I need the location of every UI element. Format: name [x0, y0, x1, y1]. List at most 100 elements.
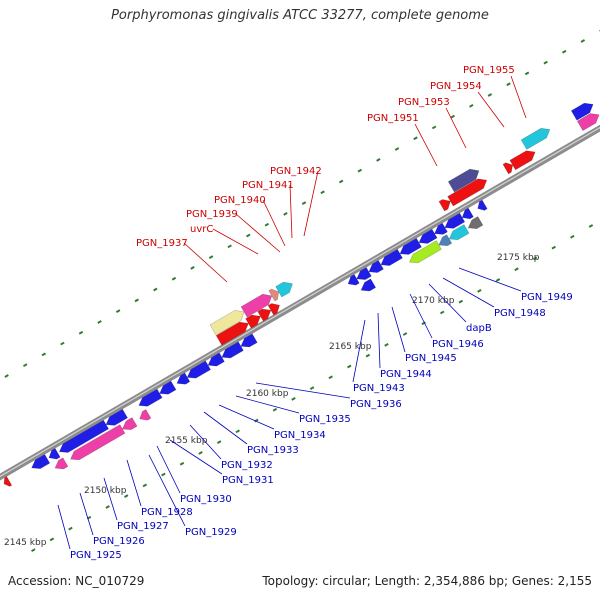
gene-red-small — [438, 199, 451, 212]
forward-outer-tick-mark — [41, 352, 47, 357]
forward-outer-tick-mark — [78, 330, 84, 335]
reverse-label-pgn-1928[interactable]: PGN_1928 — [141, 507, 193, 518]
reverse-outer-tick-mark — [235, 429, 240, 434]
reverse-label-pgn-1948[interactable]: PGN_1948 — [494, 308, 546, 319]
forward-label-pgn-1951[interactable]: PGN_1951 — [367, 113, 419, 124]
forward-outer-tick-mark — [301, 201, 307, 205]
gene-red-small — [267, 303, 280, 316]
reverse-label-pgn-1946[interactable]: PGN_1946 — [432, 339, 484, 350]
gene-pink-edge — [576, 113, 600, 132]
forward-outer-tick-mark — [246, 233, 251, 238]
forward-outer-tick-mark — [134, 298, 139, 303]
forward-outer-tick-mark — [413, 136, 418, 141]
forward-label-pgn-1954[interactable]: PGN_1954 — [430, 81, 482, 92]
scale-label: 2175 kbp — [497, 253, 540, 263]
gene-pgn-1937-khaki — [209, 309, 245, 336]
reverse-label-pgn-1931[interactable]: PGN_1931 — [222, 475, 274, 486]
gene-pgn-1951-red — [447, 178, 488, 207]
forward-outer-tick-mark — [431, 125, 437, 130]
reverse-label-pgn-1943[interactable]: PGN_1943 — [353, 383, 405, 394]
forward-label-pgn-1953[interactable]: PGN_1953 — [398, 97, 450, 108]
reverse-label-pgn-1932-leader — [189, 424, 222, 460]
forward-label-pgn-1940[interactable]: PGN_1940 — [214, 195, 266, 206]
forward-outer-tick-mark — [4, 374, 9, 378]
forward-outer-tick-mark — [580, 39, 586, 43]
scale-label: 2170 kbp — [412, 296, 455, 306]
reverse-outer-tick-mark — [365, 353, 371, 358]
gene-pgn-1929-pink — [139, 409, 152, 421]
gene-red-edge — [3, 476, 13, 487]
scale-label: 2145 kbp — [4, 538, 47, 548]
reverse-label-pgn-1933[interactable]: PGN_1933 — [247, 445, 299, 456]
gene-uvrC-pink — [240, 293, 273, 318]
gene-red-small — [502, 162, 514, 175]
forward-label-pgn-1937-leader — [183, 242, 228, 283]
forward-outer-tick-mark — [338, 179, 344, 184]
reverse-outer-tick-mark — [142, 483, 148, 488]
gene-pgn-1935-blue — [221, 341, 244, 359]
genome-title: Porphyromonas gingivalis ATCC 33277, com… — [111, 8, 489, 23]
forward-outer-tick-mark — [487, 93, 493, 97]
reverse-label-pgn-1934-leader — [218, 404, 275, 430]
forward-label-pgn-1955[interactable]: PGN_1955 — [463, 65, 515, 76]
scale-label: 2165 kbp — [329, 342, 372, 352]
reverse-label-pgn-1949[interactable]: PGN_1949 — [521, 292, 573, 303]
reverse-label-pgn-1926-leader — [79, 492, 94, 536]
reverse-outer-tick-mark — [105, 505, 110, 509]
reverse-label-dapb[interactable]: dapB — [466, 323, 492, 334]
gene-pgn-1946-lime — [409, 240, 442, 264]
forward-label-pgn-1941-leader — [289, 184, 293, 239]
forward-label-pgn-1951-leader — [414, 123, 438, 167]
forward-outer-tick-mark — [264, 222, 270, 227]
reverse-label-pgn-1930-leader — [156, 445, 181, 494]
reverse-label-pgn-1929[interactable]: PGN_1929 — [185, 527, 237, 538]
reverse-outer-tick-mark — [495, 278, 501, 282]
reverse-label-pgn-1949-leader — [458, 267, 522, 292]
gene-pgn-1931-blue — [159, 380, 177, 395]
reverse-outer-tick-mark — [588, 224, 594, 228]
forward-outer-tick-mark — [22, 363, 28, 368]
reverse-label-pgn-1943-leader — [352, 319, 366, 383]
reverse-label-pgn-1935[interactable]: PGN_1935 — [299, 414, 351, 425]
reverse-label-pgn-1931-leader — [169, 439, 223, 475]
reverse-label-pgn-1926[interactable]: PGN_1926 — [93, 536, 145, 547]
gene-blue — [434, 222, 448, 235]
reverse-label-pgn-1925[interactable]: PGN_1925 — [70, 550, 122, 561]
gene-pgn-1927-blue — [105, 408, 128, 426]
reverse-label-pgn-1925-leader — [57, 504, 71, 550]
reverse-outer-tick-mark — [570, 234, 575, 239]
reverse-label-pgn-1948-leader — [442, 277, 495, 308]
reverse-label-pgn-1944[interactable]: PGN_1944 — [380, 369, 432, 380]
reverse-label-pgn-1932[interactable]: PGN_1932 — [221, 460, 273, 471]
forward-label-pgn-1939[interactable]: PGN_1939 — [186, 209, 238, 220]
reverse-outer-tick-mark — [309, 386, 315, 390]
gene-pgn-1945-blue — [380, 248, 403, 266]
forward-label-pgn-1941[interactable]: PGN_1941 — [242, 180, 294, 191]
forward-label-pgn-1937[interactable]: PGN_1937 — [136, 238, 188, 249]
reverse-label-pgn-1930[interactable]: PGN_1930 — [180, 494, 232, 505]
gene-pgn-1930-blue — [138, 388, 163, 407]
gene-pgn-1954-red — [509, 150, 536, 171]
reverse-label-pgn-1934[interactable]: PGN_1934 — [274, 430, 326, 441]
scale-label: 2155 kbp — [165, 436, 208, 446]
gene-pgn-1934-blue — [207, 352, 225, 367]
reverse-outer-tick-mark — [402, 332, 408, 336]
genome-backbone-highlight — [0, 126, 600, 478]
scale-label: 2160 kbp — [246, 389, 289, 399]
forward-label-pgn-1942[interactable]: PGN_1942 — [270, 166, 322, 177]
forward-label-uvrc[interactable]: uvrC — [190, 224, 213, 235]
gene-pgn-1955-cyan — [520, 128, 551, 150]
forward-label-uvrc-leader — [212, 228, 259, 255]
genome-summary-text: Topology: circular; Length: 2,354,886 bp… — [262, 574, 592, 588]
reverse-label-pgn-1927[interactable]: PGN_1927 — [117, 521, 169, 532]
reverse-label-pgn-1936[interactable]: PGN_1936 — [350, 399, 402, 410]
reverse-outer-tick-mark — [477, 288, 482, 293]
forward-outer-tick-mark — [376, 157, 381, 162]
reverse-outer-tick-mark — [514, 267, 519, 272]
reverse-label-pgn-1945[interactable]: PGN_1945 — [405, 353, 457, 364]
forward-outer-tick-mark — [97, 320, 102, 324]
gene-red-small — [257, 308, 272, 322]
reverse-label-pgn-1946-leader — [409, 293, 433, 339]
forward-outer-tick-mark — [320, 190, 325, 195]
